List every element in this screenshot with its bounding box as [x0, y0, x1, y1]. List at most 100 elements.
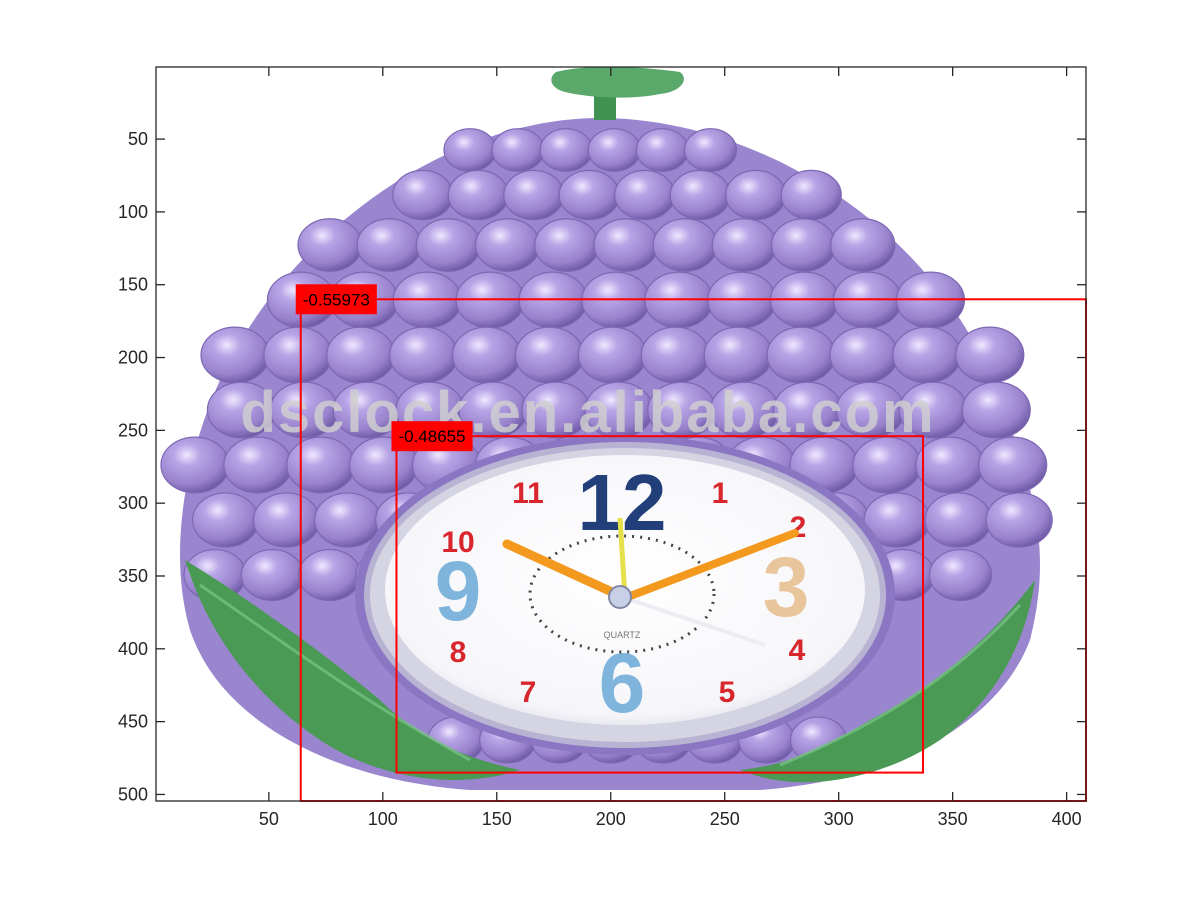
stem-cap — [551, 67, 684, 98]
grape-berry — [263, 326, 333, 384]
grape-berry — [443, 128, 497, 172]
grape-berry — [683, 128, 738, 172]
y-tick-label: 100 — [118, 202, 148, 222]
hour-hand — [502, 539, 630, 603]
x-tick-label: 200 — [596, 809, 626, 829]
numeral-8: 8 — [450, 636, 467, 669]
grape-berry — [711, 218, 778, 272]
numeral-1: 1 — [712, 477, 729, 510]
x-tick-label: 150 — [482, 809, 512, 829]
grape-clock-photo: 12 1 2 3 4 5 6 7 8 9 10 11 QUARTZ dscloc… — [160, 67, 1053, 790]
watermark-text: dsclock.en.alibaba.com — [240, 380, 935, 445]
grape-berry — [223, 436, 293, 494]
y-axis: 50 100 150 200 250 300 350 400 450 500 — [118, 129, 1086, 804]
numeral-6: 6 — [599, 636, 646, 730]
clock-numerals: 12 1 2 3 4 5 6 7 8 9 10 11 — [435, 458, 810, 730]
grape-berry — [200, 326, 270, 384]
x-tick-label: 100 — [368, 809, 398, 829]
grape-berry — [780, 169, 842, 221]
grape-berry — [415, 218, 481, 272]
numeral-3: 3 — [763, 540, 810, 634]
grape-berry — [475, 218, 541, 272]
grape-berry — [703, 326, 773, 384]
grape-berry — [652, 218, 718, 272]
detection-label-bg — [391, 421, 473, 452]
grape-berry — [240, 548, 304, 602]
grape-berry — [669, 169, 731, 221]
grape-berry — [160, 436, 230, 494]
grape-berry — [978, 436, 1048, 494]
dial-minute-track — [528, 534, 716, 654]
minute-hand — [621, 529, 799, 602]
numeral-10: 10 — [441, 526, 474, 559]
grape-berry — [252, 492, 321, 548]
y-tick-label: 450 — [118, 712, 148, 732]
detection-box — [395, 435, 925, 774]
grape-berry — [539, 128, 593, 172]
second-hand — [624, 596, 766, 647]
grape-berry — [640, 326, 710, 384]
numeral-9: 9 — [435, 544, 482, 638]
grape-berry — [452, 326, 522, 384]
grape-berry — [830, 218, 896, 272]
grape-berry — [326, 326, 396, 384]
numeral-7: 7 — [520, 676, 537, 709]
grape-berry — [558, 169, 620, 221]
grape-berry — [924, 492, 992, 548]
grape-berry — [503, 169, 565, 221]
leaf-left — [185, 560, 520, 780]
grape-berry — [587, 128, 641, 172]
x-axis: 50 100 150 200 250 300 350 400 — [259, 67, 1082, 829]
y-tick-label: 400 — [118, 639, 148, 659]
grape-berry — [297, 218, 363, 272]
y-tick-label: 350 — [118, 566, 148, 586]
grape-berry — [928, 548, 993, 602]
grape-berry — [961, 381, 1031, 439]
y-tick-label: 200 — [118, 348, 148, 368]
numeral-11: 11 — [512, 477, 544, 510]
x-tick-label: 400 — [1052, 809, 1082, 829]
numeral-5: 5 — [719, 676, 736, 709]
y-tick-label: 50 — [128, 129, 148, 149]
grape-berry — [514, 326, 585, 384]
alarm-hand — [617, 517, 628, 599]
grape-berry — [314, 492, 382, 548]
x-tick-label: 350 — [938, 809, 968, 829]
x-tick-label: 50 — [259, 809, 279, 829]
leaf-vein-right — [779, 603, 1022, 767]
x-tick-label: 300 — [824, 809, 854, 829]
grape-berry — [770, 218, 837, 272]
dial-brand-text: QUARTZ — [604, 630, 641, 640]
grape-berry — [766, 326, 836, 384]
grape-berry — [593, 218, 659, 272]
grape-berry — [955, 326, 1025, 384]
grape-berry — [191, 492, 260, 548]
grape-berry — [392, 169, 454, 221]
grape-berry — [356, 218, 422, 272]
x-tick-label: 250 — [710, 809, 740, 829]
grape-berry — [915, 436, 985, 494]
grape-berry — [286, 436, 356, 494]
y-tick-label: 250 — [118, 420, 148, 440]
grape-berry — [985, 492, 1053, 548]
grape-berry — [852, 436, 922, 494]
y-tick-label: 500 — [118, 784, 148, 804]
grape-berry — [447, 169, 509, 221]
grape-berry — [298, 548, 362, 602]
numeral-4: 4 — [789, 634, 806, 667]
axes-frame — [155, 66, 1087, 802]
detection-score-label: -0.48655 — [398, 427, 465, 446]
clock-center-cap — [608, 585, 632, 609]
grape-berry — [892, 326, 962, 384]
grape-berry — [829, 326, 899, 384]
grape-berry — [635, 128, 690, 172]
grape-berry — [389, 326, 459, 384]
grape-berry — [614, 169, 676, 221]
leaf-vein-left — [199, 583, 471, 762]
leaf-right — [740, 580, 1035, 783]
y-tick-label: 300 — [118, 493, 148, 513]
grape-berry — [725, 169, 787, 221]
grape-berry — [577, 326, 648, 384]
grape-berry — [491, 128, 545, 172]
